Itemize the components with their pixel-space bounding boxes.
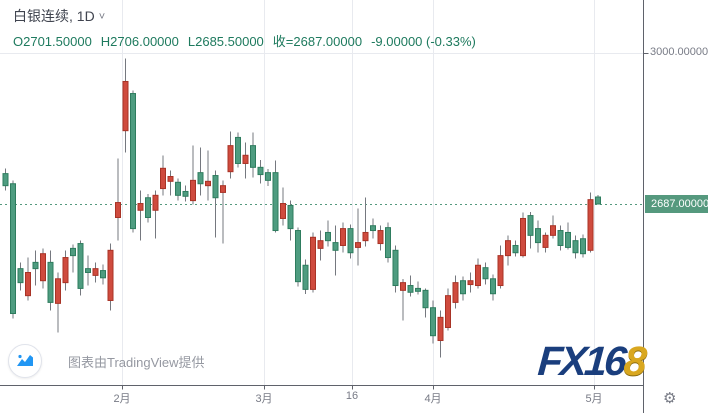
x-axis-tick-label: 3月 — [255, 393, 273, 405]
fx168-logo-text: FX16 — [536, 338, 626, 384]
mountain-chart-icon — [17, 354, 33, 366]
fx168-logo-eight: 8 — [622, 338, 646, 384]
x-axis-tick-label: 2月 — [113, 393, 131, 405]
low-value: L2685.50000 — [187, 34, 264, 49]
open-value: O2701.50000 — [13, 34, 92, 49]
symbol-interval-button[interactable]: 白银连续, 1D ˅ — [13, 6, 485, 26]
y-axis-tick-label: 3000.00000 — [650, 46, 708, 58]
ohlc-readout: O2701.50000 H2706.00000 L2685.50000 收=2687.… — [13, 31, 485, 50]
x-axis-tick-label: 4月 — [424, 393, 442, 405]
symbol-title: 白银连续, 1D — [13, 8, 95, 24]
close-value: 收=2687.00000 — [272, 34, 363, 49]
change-value: -9.00000 (-0.33%) — [371, 34, 476, 49]
x-axis-tick-label: 5月 — [585, 393, 603, 405]
fx168-logo: FX168 — [536, 338, 646, 384]
current-price-tag: 2687.00000 — [645, 195, 708, 213]
watermark-text: 图表由TradingView提供 — [68, 354, 205, 370]
tradingview-watermark[interactable]: 图表由TradingView提供 — [8, 344, 205, 378]
high-value: H2706.00000 — [100, 34, 179, 49]
x-axis-labels[interactable]: 2月 3月 16 4月 5月 — [0, 390, 643, 410]
chevron-down-icon[interactable]: ˅ — [98, 11, 106, 23]
tradingview-logo[interactable] — [8, 344, 42, 378]
axis-settings-gear-icon[interactable]: ⚙ — [663, 390, 677, 407]
chart-header: 白银连续, 1D ˅ O2701.50000 H2706.00000 L2685.5… — [13, 6, 485, 50]
x-axis-tick-label: 16 — [345, 390, 359, 402]
